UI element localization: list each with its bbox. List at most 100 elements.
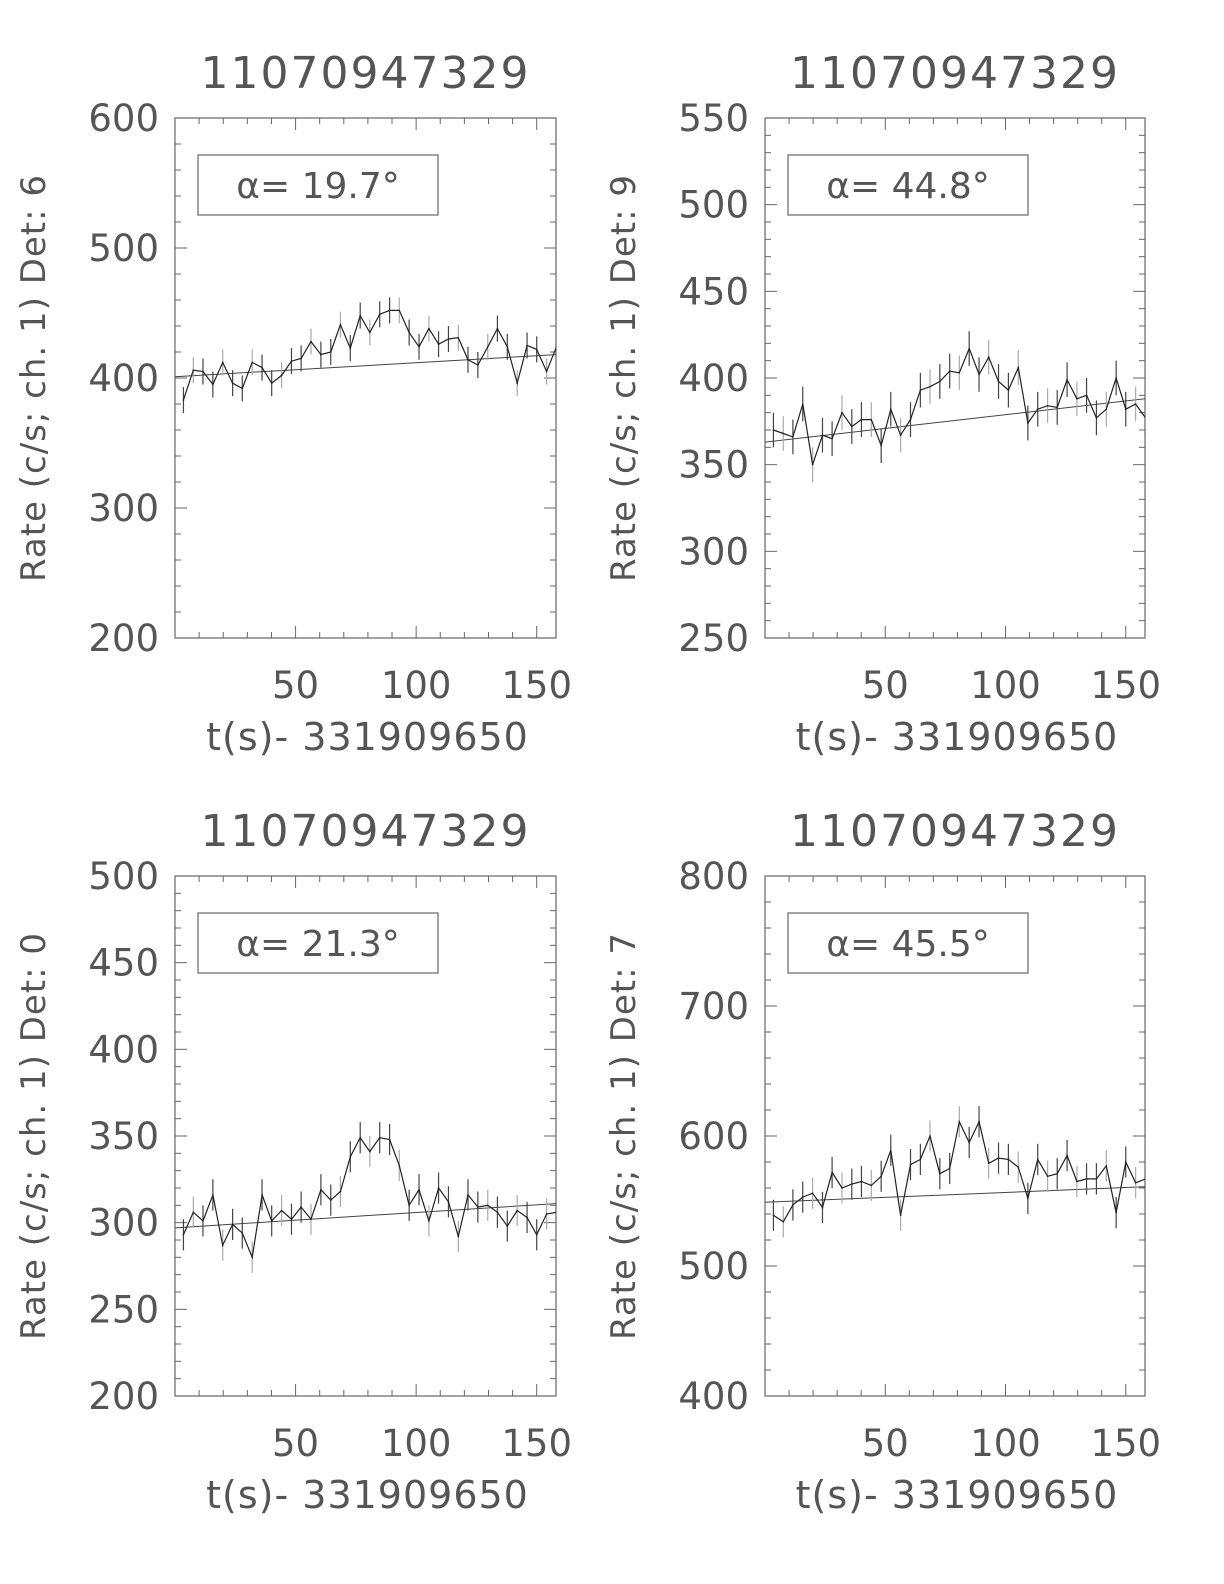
data-point — [428, 1220, 430, 1222]
y-tick-label: 350 — [678, 444, 749, 487]
y-tick-label: 700 — [678, 985, 749, 1028]
y-axis-label: Rate (c/s; ch. 1) Det: 9 — [604, 174, 644, 582]
data-point — [388, 309, 391, 312]
data-point — [831, 1171, 833, 1174]
y-tick-label: 800 — [678, 855, 749, 898]
data-point — [958, 372, 961, 374]
data-point — [251, 1256, 253, 1259]
data-point — [457, 1235, 460, 1238]
annotation-box — [787, 912, 1029, 974]
x-tick-label: 100 — [381, 1422, 452, 1465]
data-point — [310, 1218, 312, 1220]
data-point — [860, 418, 863, 421]
annotation-label: α= 19.7° — [236, 166, 400, 207]
annotation-box — [197, 912, 439, 974]
data-point — [349, 1156, 352, 1158]
data-point — [516, 1209, 518, 1212]
data-point — [801, 1196, 804, 1198]
data-point — [555, 1211, 556, 1213]
data-point — [1115, 377, 1117, 379]
y-tick-label: 300 — [678, 530, 749, 573]
y-tick-label: 550 — [678, 97, 749, 140]
data-point — [782, 432, 785, 435]
fit-line — [175, 354, 556, 378]
data-point — [870, 1184, 873, 1187]
panel-4: 11070947329 400 500 600 700 800 50 100 150 t(s)- … — [604, 806, 1161, 1517]
data-point — [919, 1158, 922, 1161]
data-point — [359, 1136, 361, 1139]
y-tick-label: 400 — [678, 1375, 749, 1418]
data-point — [772, 429, 775, 431]
data-point — [221, 361, 224, 364]
data-point — [545, 370, 548, 373]
data-point — [428, 327, 430, 330]
data-point — [241, 1232, 244, 1234]
data-point — [192, 369, 195, 372]
annotation-box — [197, 154, 439, 216]
data-point — [1095, 417, 1098, 419]
data-point — [231, 382, 234, 385]
data-point — [1007, 389, 1010, 391]
data-point — [987, 356, 990, 359]
data-point — [477, 364, 479, 366]
data-point — [870, 418, 873, 421]
data-point — [388, 1138, 391, 1141]
data-point — [1134, 403, 1137, 405]
data-point — [369, 331, 371, 334]
data-point — [221, 1244, 224, 1246]
data-point — [909, 418, 912, 421]
x-tick-label: 100 — [381, 664, 452, 707]
x-tick-label: 150 — [1090, 664, 1161, 707]
data-point — [851, 1183, 853, 1185]
data-point — [359, 314, 361, 317]
data-point — [782, 1221, 785, 1223]
data-point — [320, 353, 322, 356]
data-point — [929, 385, 931, 388]
data-point — [251, 361, 253, 364]
data-point — [261, 1194, 263, 1196]
y-tick-label: 450 — [88, 942, 159, 985]
data-point — [486, 1204, 489, 1207]
data-point — [280, 1209, 283, 1212]
data-point — [526, 1216, 528, 1219]
data-point — [192, 1211, 195, 1214]
data-point — [408, 331, 410, 334]
data-point — [231, 1223, 234, 1226]
data-point — [880, 444, 882, 447]
data-point — [182, 399, 185, 401]
y-tick-label: 500 — [678, 1245, 749, 1288]
data-point — [290, 360, 293, 362]
data-point — [212, 1194, 214, 1196]
data-point — [349, 347, 352, 349]
data-point — [1076, 398, 1078, 400]
data-point — [1056, 406, 1059, 409]
panel-title: 11070947329 — [201, 48, 531, 99]
data-point — [270, 382, 273, 385]
data-point — [1095, 1178, 1098, 1180]
data-point — [329, 1199, 332, 1201]
y-tick-label: 300 — [88, 487, 159, 530]
data-point — [241, 387, 244, 390]
data-point — [1027, 422, 1029, 424]
data-point — [418, 346, 420, 348]
data-point — [1066, 378, 1068, 381]
data-point — [280, 374, 283, 377]
x-axis-label: t(s)- 331909650 — [796, 715, 1119, 759]
y-tick-label: 450 — [678, 270, 749, 313]
panel-3: 11070947329 200 250 300 350 400 450 500 50 100 150… — [14, 806, 572, 1517]
data-point — [506, 346, 509, 348]
data-point — [535, 1234, 538, 1236]
data-point — [1124, 1161, 1127, 1163]
data-point — [968, 1141, 970, 1144]
data-point — [948, 370, 951, 372]
data-point — [1085, 1178, 1088, 1180]
x-tick-label: 100 — [970, 664, 1041, 707]
data-point — [496, 1211, 499, 1214]
x-axis-label: t(s)- 331909650 — [796, 1473, 1119, 1517]
data-point — [860, 1180, 863, 1183]
data-point — [939, 1172, 941, 1175]
data-point — [496, 327, 499, 330]
x-tick-label: 150 — [501, 1422, 572, 1465]
data-point — [1046, 1175, 1049, 1178]
data-point — [1124, 408, 1127, 411]
